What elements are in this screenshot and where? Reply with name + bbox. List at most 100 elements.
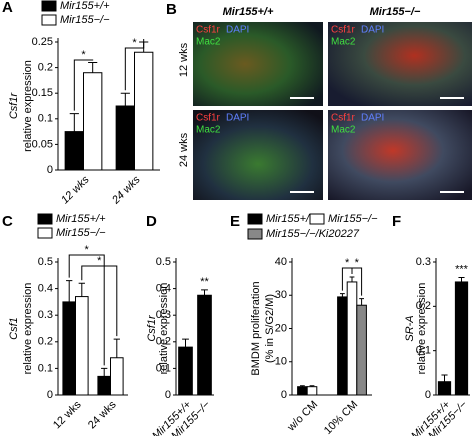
y-tick-label: 0.15 [32, 87, 53, 99]
legend-label: Mir155−/−/Ki20227 [266, 228, 360, 240]
error-bar [101, 367, 108, 377]
y-tick-label: 20 [275, 322, 287, 334]
error-bar [458, 277, 465, 282]
legend-swatch [37, 213, 53, 225]
bar [306, 386, 318, 396]
significance-bracket [81, 265, 118, 337]
error-bar [340, 293, 345, 297]
y-tick-label: 0.4 [38, 283, 53, 295]
y-tick-label: 0.2 [38, 62, 53, 74]
y-axis-label: (% in S/G2/M) [264, 294, 276, 363]
y-axis-label: Csf1r [146, 314, 158, 342]
y-tick-label: 0.5 [156, 256, 171, 268]
bar [297, 386, 308, 396]
y-tick-label: 30 [275, 289, 287, 301]
stain-label: DAPI [226, 25, 249, 36]
legend-label: Mir155−/− [328, 213, 378, 225]
column-label: Mir155−/− [370, 6, 421, 18]
stain-label: Mac2 [331, 37, 356, 48]
legend-label: Mir155−/− [60, 14, 110, 26]
panel-letter: B [166, 1, 177, 18]
y-axis-label: Csf1r [8, 92, 20, 120]
y-tick-label: 0.4 [156, 283, 171, 295]
error-bar [66, 280, 73, 302]
panel-letter: C [2, 213, 13, 230]
legend-label: Mir155+/+ [266, 213, 316, 225]
y-tick-label: 0.05 [32, 138, 53, 150]
y-tick-label: 10 [275, 356, 287, 368]
x-tick-label: w/o CM [285, 399, 321, 435]
stain-label: Mac2 [331, 125, 356, 136]
stain-label: DAPI [361, 25, 384, 36]
y-tick-label: 0.1 [38, 113, 53, 125]
stain-label: DAPI [361, 113, 384, 124]
error-bar [359, 298, 364, 306]
bar [197, 294, 212, 396]
significance-bracket [351, 267, 363, 296]
significance-label: ** [200, 276, 209, 288]
bar [454, 281, 469, 396]
stain-labels: Csf1r DAPI Mac2 Csf1r DAPI Mac2 Csf1r DA… [196, 25, 384, 136]
stain-label: DAPI [226, 113, 249, 124]
micrograph [193, 110, 323, 200]
bar [83, 72, 103, 171]
y-tick-label: 0 [165, 389, 171, 401]
y-tick-label: 0.3 [416, 256, 431, 268]
y-axis-label: relative expression [22, 60, 34, 152]
x-tick-label: 24 wks [86, 398, 119, 431]
y-axis-label: SR-A [404, 315, 416, 341]
bar [178, 346, 193, 396]
panel-letter: F [392, 213, 401, 230]
legend-label: Mir155+/+ [60, 0, 110, 12]
y-tick-label: 0.1 [156, 362, 171, 374]
panel-letter: A [2, 0, 13, 16]
bar [337, 296, 348, 396]
bar [134, 51, 154, 171]
stain-label: Csf1r [331, 113, 356, 124]
legend-swatch [309, 213, 325, 225]
significance-label: * [355, 257, 360, 269]
legend-swatch [247, 228, 263, 240]
y-tick-label: 0.1 [416, 345, 431, 357]
bar [97, 375, 112, 396]
error-bar [300, 385, 305, 387]
x-tick-label: 12 wks [51, 398, 84, 431]
error-bar [113, 338, 120, 358]
error-bar [120, 92, 130, 106]
legend-swatch [37, 227, 53, 239]
bar [115, 105, 135, 171]
bar [62, 301, 77, 396]
legend-swatch [41, 14, 57, 26]
legend-swatch [41, 0, 57, 12]
significance-bracket [73, 59, 94, 111]
row-label: 12 wks [178, 42, 190, 77]
legend-label: Mir155+/+ [56, 213, 106, 225]
y-axis-label: relative expression [416, 283, 428, 375]
significance-label: * [132, 37, 137, 49]
error-bar [201, 289, 208, 296]
y-tick-label: 0.25 [32, 36, 53, 48]
stain-label: Mac2 [196, 125, 221, 136]
stain-label: Csf1r [196, 25, 221, 36]
stain-label: Csf1r [196, 113, 221, 124]
y-tick-label: 0.2 [38, 336, 53, 348]
y-tick-label: 0.1 [38, 362, 53, 374]
y-tick-label: 0.5 [38, 256, 53, 268]
y-tick-label: 40 [275, 256, 287, 268]
legend-label: Mir155−/− [56, 227, 106, 239]
stain-label: Csf1r [331, 25, 356, 36]
error-bar [69, 113, 79, 132]
y-tick-label: 0.3 [38, 309, 53, 321]
bar [356, 304, 367, 396]
legend-swatch [247, 213, 263, 225]
significance-label: * [85, 244, 90, 256]
panel-letter: E [230, 213, 240, 230]
error-bar [309, 385, 315, 387]
significance-label: * [81, 49, 86, 61]
y-tick-label: 0.2 [156, 336, 171, 348]
bar [346, 281, 358, 396]
y-tick-label: 0.2 [416, 300, 431, 312]
x-tick-label: 24 wks [109, 173, 143, 207]
significance-bracket [124, 39, 145, 91]
